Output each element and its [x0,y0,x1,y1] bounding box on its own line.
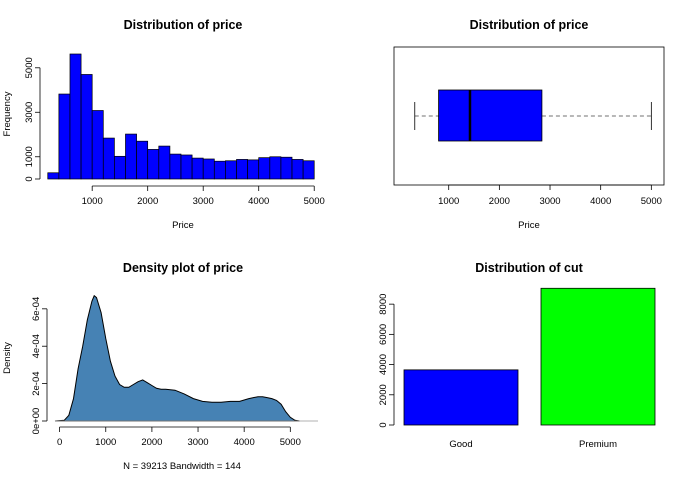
histogram-y-tick-label: 5000 [24,57,35,78]
histogram-y-tick-label: 1000 [24,146,35,167]
density-y-label: Density [2,342,13,374]
price-density-panel: Density plot of price N = 39213 Bandwidt… [2,261,318,472]
density-x-tick-label: 0 [57,437,62,448]
histogram-bar [58,93,71,180]
cut-y-tick-label: 0 [378,422,389,427]
histogram-axes: 1000 2000 3000 4000 5000 0 1000 3000 5000 [24,57,325,207]
cut-bars [403,287,656,426]
density-y-tick-label: 4e-04 [31,334,42,358]
histogram-bar [258,157,271,180]
cut-category-label: Premium [579,439,617,450]
density-axes: 0 1000 2000 3000 4000 5000 0e+00 2e-04 4e-04 6e-0… [31,297,301,448]
histogram-bar [236,159,248,180]
boxplot-axes: 1000 2000 3000 4000 5000 [438,184,662,207]
histogram-bar [291,159,304,180]
boxplot-x-tick-label: 4000 [590,196,611,207]
density-y-tick-label: 2e-04 [31,371,42,395]
density-area [54,294,318,422]
cut-category-label: Good [449,439,472,450]
density-y-tick-label: 6e-04 [31,297,42,321]
histogram-bar [213,160,226,180]
price-histogram-panel: Distribution of price Price Frequency 10… [2,18,325,231]
price-boxplot-panel: Distribution of price Price 1000 2000 3000… [393,18,665,231]
density-curve [54,294,300,422]
density-x-tick-label: 4000 [234,437,255,448]
cut-y-tick-label: 4000 [378,354,389,375]
boxplot-x-label: Price [518,220,540,231]
histogram-bar [91,110,104,180]
histogram-y-tick-label: 0 [24,176,35,181]
density-x-label: N = 39213 Bandwidth = 144 [123,461,241,472]
density-x-tick-label: 1000 [95,437,116,448]
histogram-x-tick-label: 5000 [304,196,325,207]
density-title: Density plot of price [123,261,243,275]
cut-y-tick-label: 2000 [378,384,389,405]
histogram-bar [102,137,115,180]
cut-y-tick-label: 8000 [378,294,389,315]
cut-barplot-panel: Distribution of cut Good Premium 0 2000 4000… [378,261,656,450]
cut-axes: Good Premium 0 2000 4000 6000 8000 [378,294,617,450]
density-x-tick-label: 2000 [141,437,162,448]
histogram-bar [147,149,160,180]
boxplot-title: Distribution of price [470,18,589,32]
histogram-bar [247,159,260,180]
cut-title: Distribution of cut [475,261,583,275]
histogram-x-tick-label: 4000 [248,196,269,207]
histogram-x-tick-label: 2000 [137,196,158,207]
density-x-tick-label: 3000 [187,437,208,448]
histogram-bar [158,145,171,180]
histogram-bar [69,53,82,180]
density-y-tick-label: 0e+00 [31,408,42,435]
boxplot-x-tick-label: 1000 [438,196,459,207]
boxplot-box [438,89,543,142]
cut-bar-good [403,369,519,426]
histogram-bar [180,154,193,180]
histogram-y-tick-label: 3000 [24,102,35,123]
histogram-bar [191,157,204,180]
histogram-bar [280,156,293,180]
density-x-tick-label: 5000 [280,437,301,448]
histogram-bar [225,160,237,180]
boxplot-x-tick-label: 2000 [489,196,510,207]
histogram-bar [136,140,149,180]
histogram-bar [125,133,137,180]
boxplot-x-tick-label: 5000 [641,196,662,207]
histogram-bar [47,172,60,180]
histogram-bar [269,156,282,180]
histogram-bars [47,53,315,180]
histogram-x-label: Price [172,220,194,231]
cut-bar-premium [540,287,656,426]
boxplot-x-tick-label: 3000 [539,196,560,207]
histogram-x-tick-label: 3000 [193,196,214,207]
histogram-y-label: Frequency [2,91,13,136]
histogram-bar [169,153,182,180]
histogram-bar [80,74,93,180]
histogram-bar [202,158,215,180]
histogram-title: Distribution of price [124,18,243,32]
cut-y-tick-label: 6000 [378,324,389,345]
histogram-bar [302,160,315,180]
boxplot-marks [414,89,652,142]
histogram-bar [114,155,126,180]
histogram-x-tick-label: 1000 [82,196,103,207]
